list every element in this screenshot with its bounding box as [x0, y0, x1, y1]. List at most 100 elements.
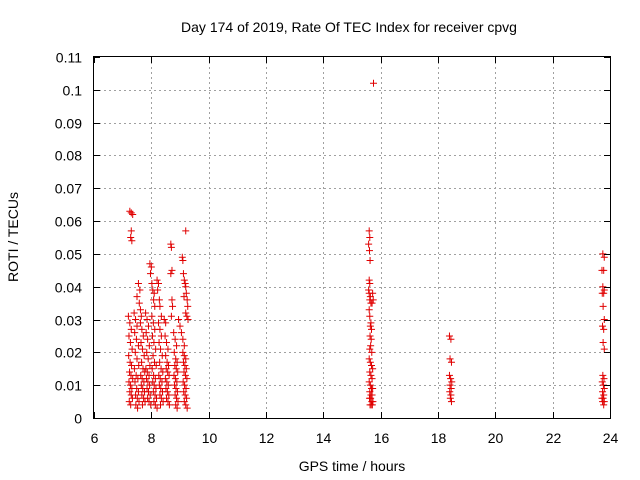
data-point: [135, 361, 143, 369]
data-point: [130, 309, 138, 317]
x-tick-label: 10: [202, 430, 218, 446]
y-tick-label: 0: [74, 411, 82, 427]
data-point: [142, 329, 150, 337]
data-point: [171, 391, 179, 399]
data-point: [157, 312, 165, 320]
data-point: [124, 312, 132, 320]
data-point: [599, 371, 607, 379]
data-point: [600, 289, 608, 297]
data-point: [365, 247, 373, 255]
data-point: [183, 296, 191, 304]
y-tick-label: 0.05: [55, 247, 82, 263]
data-point: [155, 371, 163, 379]
data-point: [126, 319, 134, 327]
data-point: [599, 250, 607, 258]
data-point: [150, 289, 158, 297]
data-point: [179, 270, 187, 278]
data-point: [370, 79, 377, 87]
data-point: [146, 270, 154, 278]
data-point: [163, 378, 171, 386]
data-point: [184, 316, 192, 324]
data-point: [138, 325, 146, 333]
data-point: [143, 384, 151, 392]
data-point: [367, 335, 375, 343]
data-point: [153, 404, 161, 412]
x-tick-label: 20: [488, 430, 504, 446]
data-point: [173, 394, 181, 402]
data-point: [600, 325, 608, 333]
data-point: [367, 342, 375, 350]
data-point: [447, 358, 455, 366]
data-point: [599, 283, 607, 291]
data-point: [180, 368, 188, 376]
data-point: [447, 391, 455, 399]
data-point: [133, 322, 141, 330]
data-point: [179, 256, 187, 264]
data-point: [157, 401, 165, 409]
data-point: [154, 286, 162, 294]
data-point: [163, 339, 171, 347]
data-point: [365, 276, 373, 284]
data-point: [599, 388, 607, 396]
data-point: [137, 312, 145, 320]
data-point: [125, 378, 133, 386]
data-point: [172, 401, 180, 409]
data-point: [153, 276, 161, 284]
data-point: [142, 309, 150, 317]
data-point: [171, 335, 179, 343]
data-point: [168, 266, 176, 274]
data-point: [367, 371, 375, 379]
y-tick-label: 0.1: [63, 83, 83, 99]
data-point: [600, 384, 608, 392]
data-point: [171, 361, 179, 369]
data-point: [167, 312, 175, 320]
data-point: [168, 296, 176, 304]
data-point: [369, 365, 377, 373]
data-point: [133, 355, 141, 363]
data-point: [138, 391, 146, 399]
data-point: [147, 263, 155, 271]
data-point: [138, 401, 146, 409]
data-point: [176, 322, 184, 330]
data-point: [138, 345, 146, 353]
data-point: [162, 319, 170, 327]
x-tick-label: 24: [603, 430, 619, 446]
data-point: [155, 339, 163, 347]
data-point: [600, 345, 608, 353]
data-point: [136, 306, 144, 314]
data-point: [126, 381, 134, 389]
data-point: [163, 358, 171, 366]
data-point: [446, 388, 454, 396]
data-point: [130, 365, 138, 373]
data-point: [180, 276, 188, 284]
data-point: [366, 234, 374, 241]
data-point: [600, 316, 608, 324]
data-point: [142, 375, 150, 383]
y-tick-label: 0.09: [55, 116, 82, 132]
data-point: [170, 329, 178, 337]
data-point: [600, 375, 608, 383]
x-tick-label: 8: [148, 430, 156, 446]
data-point: [172, 355, 180, 363]
y-tick-label: 0.04: [55, 280, 82, 296]
x-tick-label: 18: [431, 430, 447, 446]
data-point: [177, 329, 185, 337]
data-point: [180, 388, 188, 396]
y-axis: 0 0.01 0.02 0.03 0.04 0.05 0.06 0.07 0.08 0.09 0.1…: [55, 50, 610, 427]
data-point: [137, 381, 145, 389]
x-tick-label: 22: [546, 430, 562, 446]
data-point: [156, 391, 164, 399]
data-point: [181, 391, 189, 399]
data-point: [600, 266, 608, 274]
data-point: [184, 302, 192, 310]
data-point: [447, 335, 455, 343]
data-point: [161, 332, 169, 340]
data-point: [127, 227, 135, 235]
grid-lines: [94, 57, 610, 418]
data-point: [179, 378, 187, 386]
data-point: [600, 391, 608, 399]
data-point: [134, 404, 142, 412]
data-point: [366, 332, 374, 340]
data-point: [126, 207, 134, 215]
